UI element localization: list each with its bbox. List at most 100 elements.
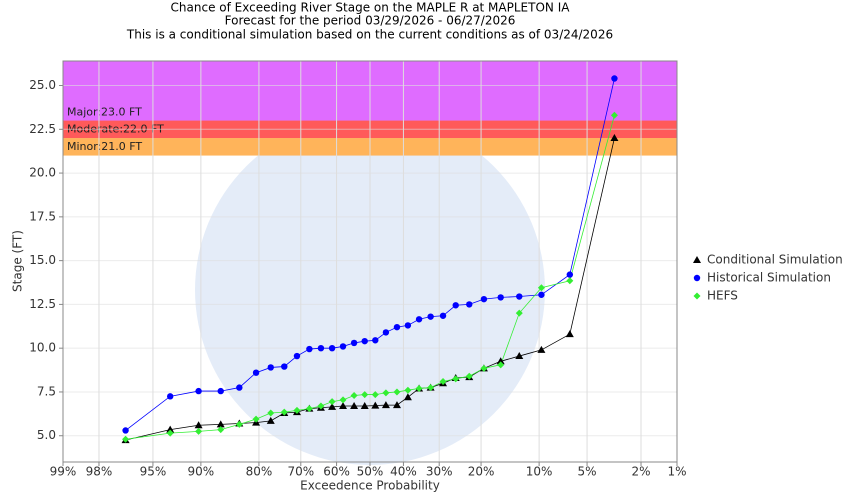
data-point: [415, 316, 423, 323]
data-point: [393, 388, 401, 396]
x-tick-label: 40%: [390, 465, 417, 479]
data-point: [317, 402, 325, 410]
x-tick-label: 70%: [287, 465, 314, 479]
data-point: [195, 387, 202, 395]
data-point: [339, 343, 347, 350]
data-point: [497, 361, 505, 369]
y-tick-label: 5.0: [37, 428, 56, 442]
x-tick-label: 1%: [667, 465, 686, 479]
x-tick-label: 90%: [188, 465, 215, 479]
plot-border: [62, 60, 678, 463]
legend-label: Historical Simulation: [707, 271, 831, 285]
data-point: [281, 363, 288, 370]
data-point: [266, 416, 275, 424]
data-point: [267, 364, 274, 371]
data-point: [216, 420, 225, 428]
x-tick-label: 98%: [86, 465, 113, 479]
data-point: [350, 391, 358, 399]
data-point: [610, 134, 619, 142]
data-point: [496, 357, 505, 365]
data-point: [361, 337, 368, 345]
x-tick-label: 95%: [140, 465, 167, 479]
x-tick-label: 99%: [50, 465, 77, 479]
legend-label: Conditional Simulation: [707, 253, 843, 267]
data-point: [427, 313, 434, 320]
data-point: [195, 427, 203, 435]
data-point: [537, 345, 546, 353]
y-tick-label: 17.5: [29, 209, 56, 223]
y-tick-label: 25.0: [29, 78, 56, 92]
y-axis-title: Stage (FT): [11, 230, 25, 292]
data-point: [515, 309, 523, 317]
y-tick-label: 22.5: [29, 122, 56, 136]
y-tick-label: 20.0: [29, 166, 56, 180]
data-point: [516, 293, 523, 300]
data-point: [565, 330, 574, 338]
data-point: [293, 406, 301, 414]
data-point: [166, 393, 174, 400]
data-point: [466, 301, 473, 308]
data-point: [611, 75, 618, 82]
data-point: [372, 337, 379, 344]
data-point: [393, 323, 401, 331]
data-point: [328, 344, 336, 352]
data-point: [610, 111, 618, 119]
data-point: [305, 405, 313, 413]
data-point: [371, 401, 380, 409]
x-tick-label: 20%: [468, 465, 495, 479]
y-tick-label: 12.5: [29, 297, 56, 311]
data-point: [252, 415, 260, 423]
band-label: Minor:21.0 FT: [67, 140, 142, 153]
chart-title: Chance of Exceeding River Stage on the M…: [171, 1, 571, 15]
data-point: [415, 384, 423, 392]
data-point: [217, 426, 225, 434]
data-point: [566, 271, 574, 278]
chart-subtitle: Forecast for the period 03/29/2026 - 06/…: [225, 14, 516, 28]
x-tick-label: 50%: [357, 465, 384, 479]
data-point: [317, 344, 325, 352]
data-point: [361, 391, 369, 399]
data-point: [404, 322, 412, 329]
data-point: [515, 352, 524, 360]
series-line: [125, 137, 615, 441]
data-point: [538, 291, 545, 298]
data-point: [252, 369, 260, 376]
data-point: [371, 391, 379, 399]
data-point: [382, 389, 390, 397]
data-point: [439, 377, 447, 385]
data-point: [306, 345, 313, 353]
data-point: [122, 427, 129, 434]
data-point: [217, 387, 224, 395]
data-point: [403, 393, 412, 401]
data-point: [404, 386, 412, 394]
x-axis-title: Exceedence Probability: [300, 479, 440, 493]
data-point: [497, 294, 504, 301]
x-tick-label: 60%: [323, 465, 350, 479]
data-point: [328, 398, 336, 406]
band-label: Major:23.0 FT: [67, 106, 142, 119]
x-tick-label: 5%: [578, 465, 597, 479]
data-point: [382, 329, 390, 336]
data-point: [480, 295, 488, 303]
y-tick-label: 15.0: [29, 253, 56, 267]
data-point: [339, 401, 348, 409]
data-point: [360, 401, 369, 409]
data-point: [280, 408, 288, 416]
legend-marker: [693, 256, 701, 263]
chart-subtitle: This is a conditional simulation based o…: [126, 28, 613, 42]
data-point: [381, 401, 390, 409]
data-point: [392, 401, 401, 409]
y-tick-label: 10.0: [29, 341, 56, 355]
y-tick-label: 7.5: [37, 384, 56, 398]
data-point: [236, 384, 243, 391]
data-point: [350, 401, 359, 409]
data-point: [293, 352, 301, 360]
data-point: [480, 364, 488, 372]
data-point: [452, 375, 460, 383]
data-point: [166, 429, 174, 437]
data-point: [537, 284, 545, 292]
legend-label: HEFS: [707, 289, 738, 303]
data-point: [350, 339, 358, 347]
data-point: [439, 312, 447, 319]
data-point: [166, 425, 175, 433]
